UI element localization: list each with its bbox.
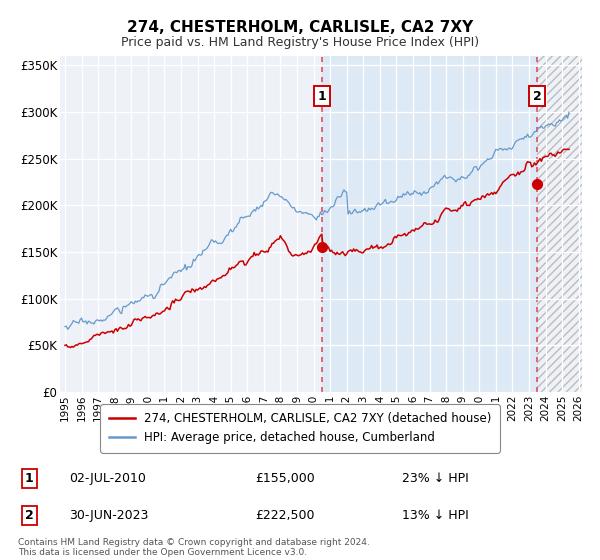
- Text: 2: 2: [25, 509, 34, 522]
- Legend: 274, CHESTERHOLM, CARLISLE, CA2 7XY (detached house), HPI: Average price, detach: 274, CHESTERHOLM, CARLISLE, CA2 7XY (det…: [100, 404, 500, 452]
- Bar: [537, 56, 582, 392]
- Bar: [322, 56, 537, 392]
- Text: 2: 2: [533, 90, 542, 103]
- Text: 274, CHESTERHOLM, CARLISLE, CA2 7XY: 274, CHESTERHOLM, CARLISLE, CA2 7XY: [127, 20, 473, 35]
- Text: 23% ↓ HPI: 23% ↓ HPI: [401, 472, 468, 486]
- Text: 1: 1: [25, 472, 34, 486]
- Text: Price paid vs. HM Land Registry's House Price Index (HPI): Price paid vs. HM Land Registry's House …: [121, 36, 479, 49]
- Text: 30-JUN-2023: 30-JUN-2023: [69, 509, 148, 522]
- Text: £155,000: £155,000: [255, 472, 314, 486]
- Text: £222,500: £222,500: [255, 509, 314, 522]
- Text: 02-JUL-2010: 02-JUL-2010: [69, 472, 146, 486]
- Text: Contains HM Land Registry data © Crown copyright and database right 2024.
This d: Contains HM Land Registry data © Crown c…: [18, 538, 370, 557]
- Bar: [537, 56, 582, 392]
- Text: 13% ↓ HPI: 13% ↓ HPI: [401, 509, 468, 522]
- Text: 1: 1: [317, 90, 326, 103]
